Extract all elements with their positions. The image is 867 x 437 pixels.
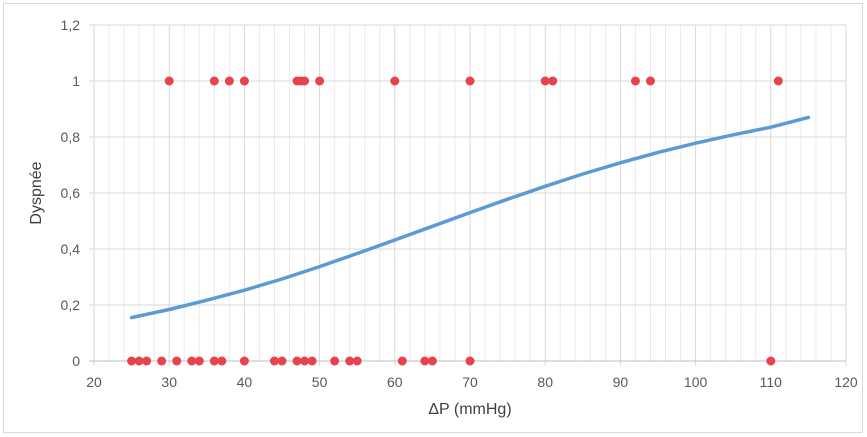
y-tick-label: 0 (72, 353, 80, 369)
data-point (127, 356, 137, 366)
x-tick-label: 80 (537, 374, 553, 390)
y-tick-label: 0,2 (61, 297, 81, 313)
data-point (292, 356, 302, 366)
logistic-curve (129, 115, 811, 320)
data-point (307, 356, 317, 366)
data-point (269, 356, 279, 366)
data-point (390, 76, 400, 86)
data-point (209, 356, 219, 366)
data-point (142, 356, 152, 366)
x-tick-label: 60 (387, 374, 403, 390)
data-point (427, 356, 437, 366)
data-point (300, 356, 310, 366)
data-point (420, 356, 430, 366)
data-point (187, 356, 197, 366)
x-tick-label: 120 (834, 374, 858, 390)
data-point (239, 76, 249, 86)
x-tick-label: 20 (86, 374, 102, 390)
y-tick-label: 0,6 (61, 185, 81, 201)
data-point (315, 76, 325, 86)
y-tick-label: 0,8 (61, 129, 81, 145)
data-points (127, 76, 783, 366)
x-axis-title: ΔP (mmHg) (428, 401, 511, 418)
data-point (330, 356, 340, 366)
x-tick-label: 70 (462, 374, 478, 390)
data-point (345, 356, 355, 366)
data-point (465, 76, 475, 86)
y-tick-label: 0,4 (61, 241, 81, 257)
data-point (209, 76, 219, 86)
tick-labels: 20 30 40 50 60 70 80 90 100 110 120 0 0,2 0,4 0,6 0,8 1 1… (61, 17, 858, 390)
x-tick-label: 30 (161, 374, 177, 390)
data-point (277, 356, 287, 366)
data-point (300, 76, 310, 86)
logistic-curve-layer (129, 115, 811, 320)
data-point (217, 356, 227, 366)
y-tick-label: 1 (72, 73, 80, 89)
x-tick-label: 90 (613, 374, 629, 390)
data-point (465, 356, 475, 366)
data-point (352, 356, 362, 366)
x-tick-label: 110 (760, 374, 783, 390)
data-point (134, 356, 144, 366)
y-tick-label: 1,2 (61, 17, 81, 33)
data-point (194, 356, 204, 366)
data-point (645, 76, 655, 86)
x-tick-label: 50 (312, 374, 328, 390)
y-axis-title: Dyspnée (28, 161, 45, 224)
x-tick-label: 100 (684, 374, 708, 390)
data-point (766, 356, 776, 366)
data-point (157, 356, 167, 366)
data-point (773, 76, 783, 86)
data-point (172, 356, 182, 366)
x-tick-label: 40 (237, 374, 253, 390)
data-point (548, 76, 558, 86)
data-point (630, 76, 640, 86)
data-point (540, 76, 550, 86)
data-point (239, 356, 249, 366)
data-point (164, 76, 174, 86)
data-point (397, 356, 407, 366)
data-point (224, 76, 234, 86)
grid (89, 24, 847, 366)
